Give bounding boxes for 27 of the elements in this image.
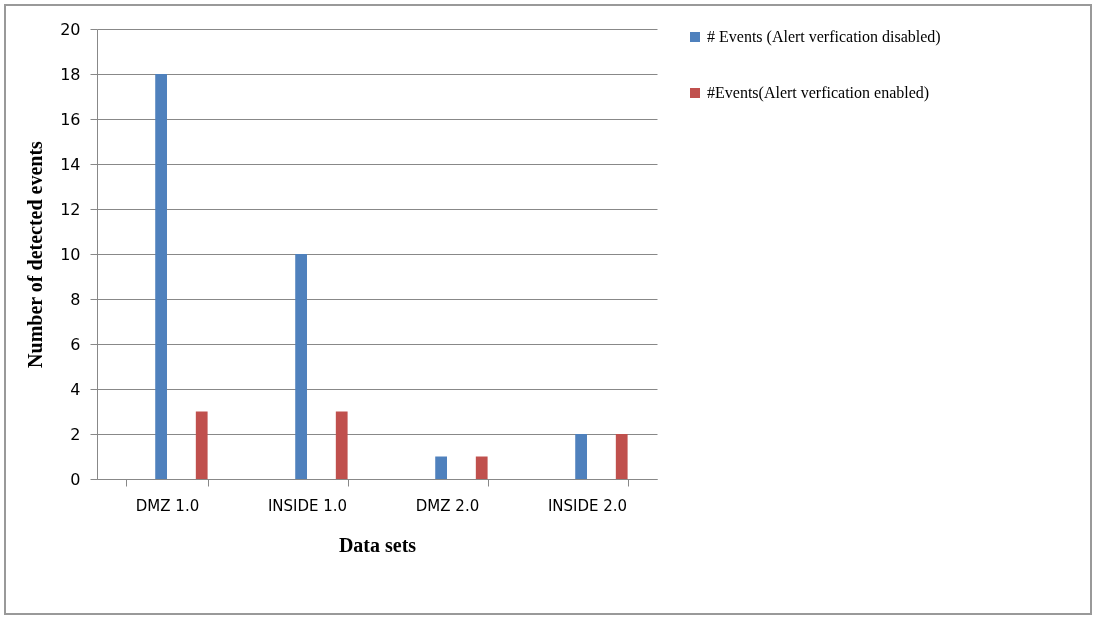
bar	[195, 411, 208, 479]
bar	[575, 434, 587, 479]
legend-label: # Events (Alert verfication disabled)	[707, 28, 941, 46]
bar	[295, 254, 307, 479]
x-tick-label: INSIDE 1.0	[267, 496, 348, 515]
bar	[435, 456, 447, 479]
y-tick-label: 14	[60, 154, 81, 174]
y-tick-label: 0	[70, 469, 81, 489]
y-tick-label: 12	[60, 199, 81, 219]
bar	[475, 456, 488, 479]
x-tick-label: DMZ 2.0	[415, 496, 480, 515]
bar	[155, 74, 167, 479]
y-tick-label: 18	[60, 64, 81, 84]
y-tick-label: 8	[70, 289, 81, 309]
x-tick-label: INSIDE 2.0	[547, 496, 628, 515]
bar	[615, 434, 628, 479]
x-axis-title: Data sets	[338, 533, 417, 556]
y-axis-title: Number of detected events	[24, 140, 47, 368]
y-tick-label: 20	[60, 19, 81, 39]
y-tick-label: 6	[70, 334, 81, 354]
bar	[335, 411, 348, 479]
y-tick-label: 10	[60, 244, 81, 264]
legend-label: #Events(Alert verfication enabled)	[707, 84, 930, 102]
y-tick-label: 4	[70, 379, 81, 399]
y-tick-label: 2	[70, 424, 81, 444]
y-tick-label: 16	[60, 109, 81, 129]
x-tick-label: DMZ 1.0	[135, 496, 200, 515]
